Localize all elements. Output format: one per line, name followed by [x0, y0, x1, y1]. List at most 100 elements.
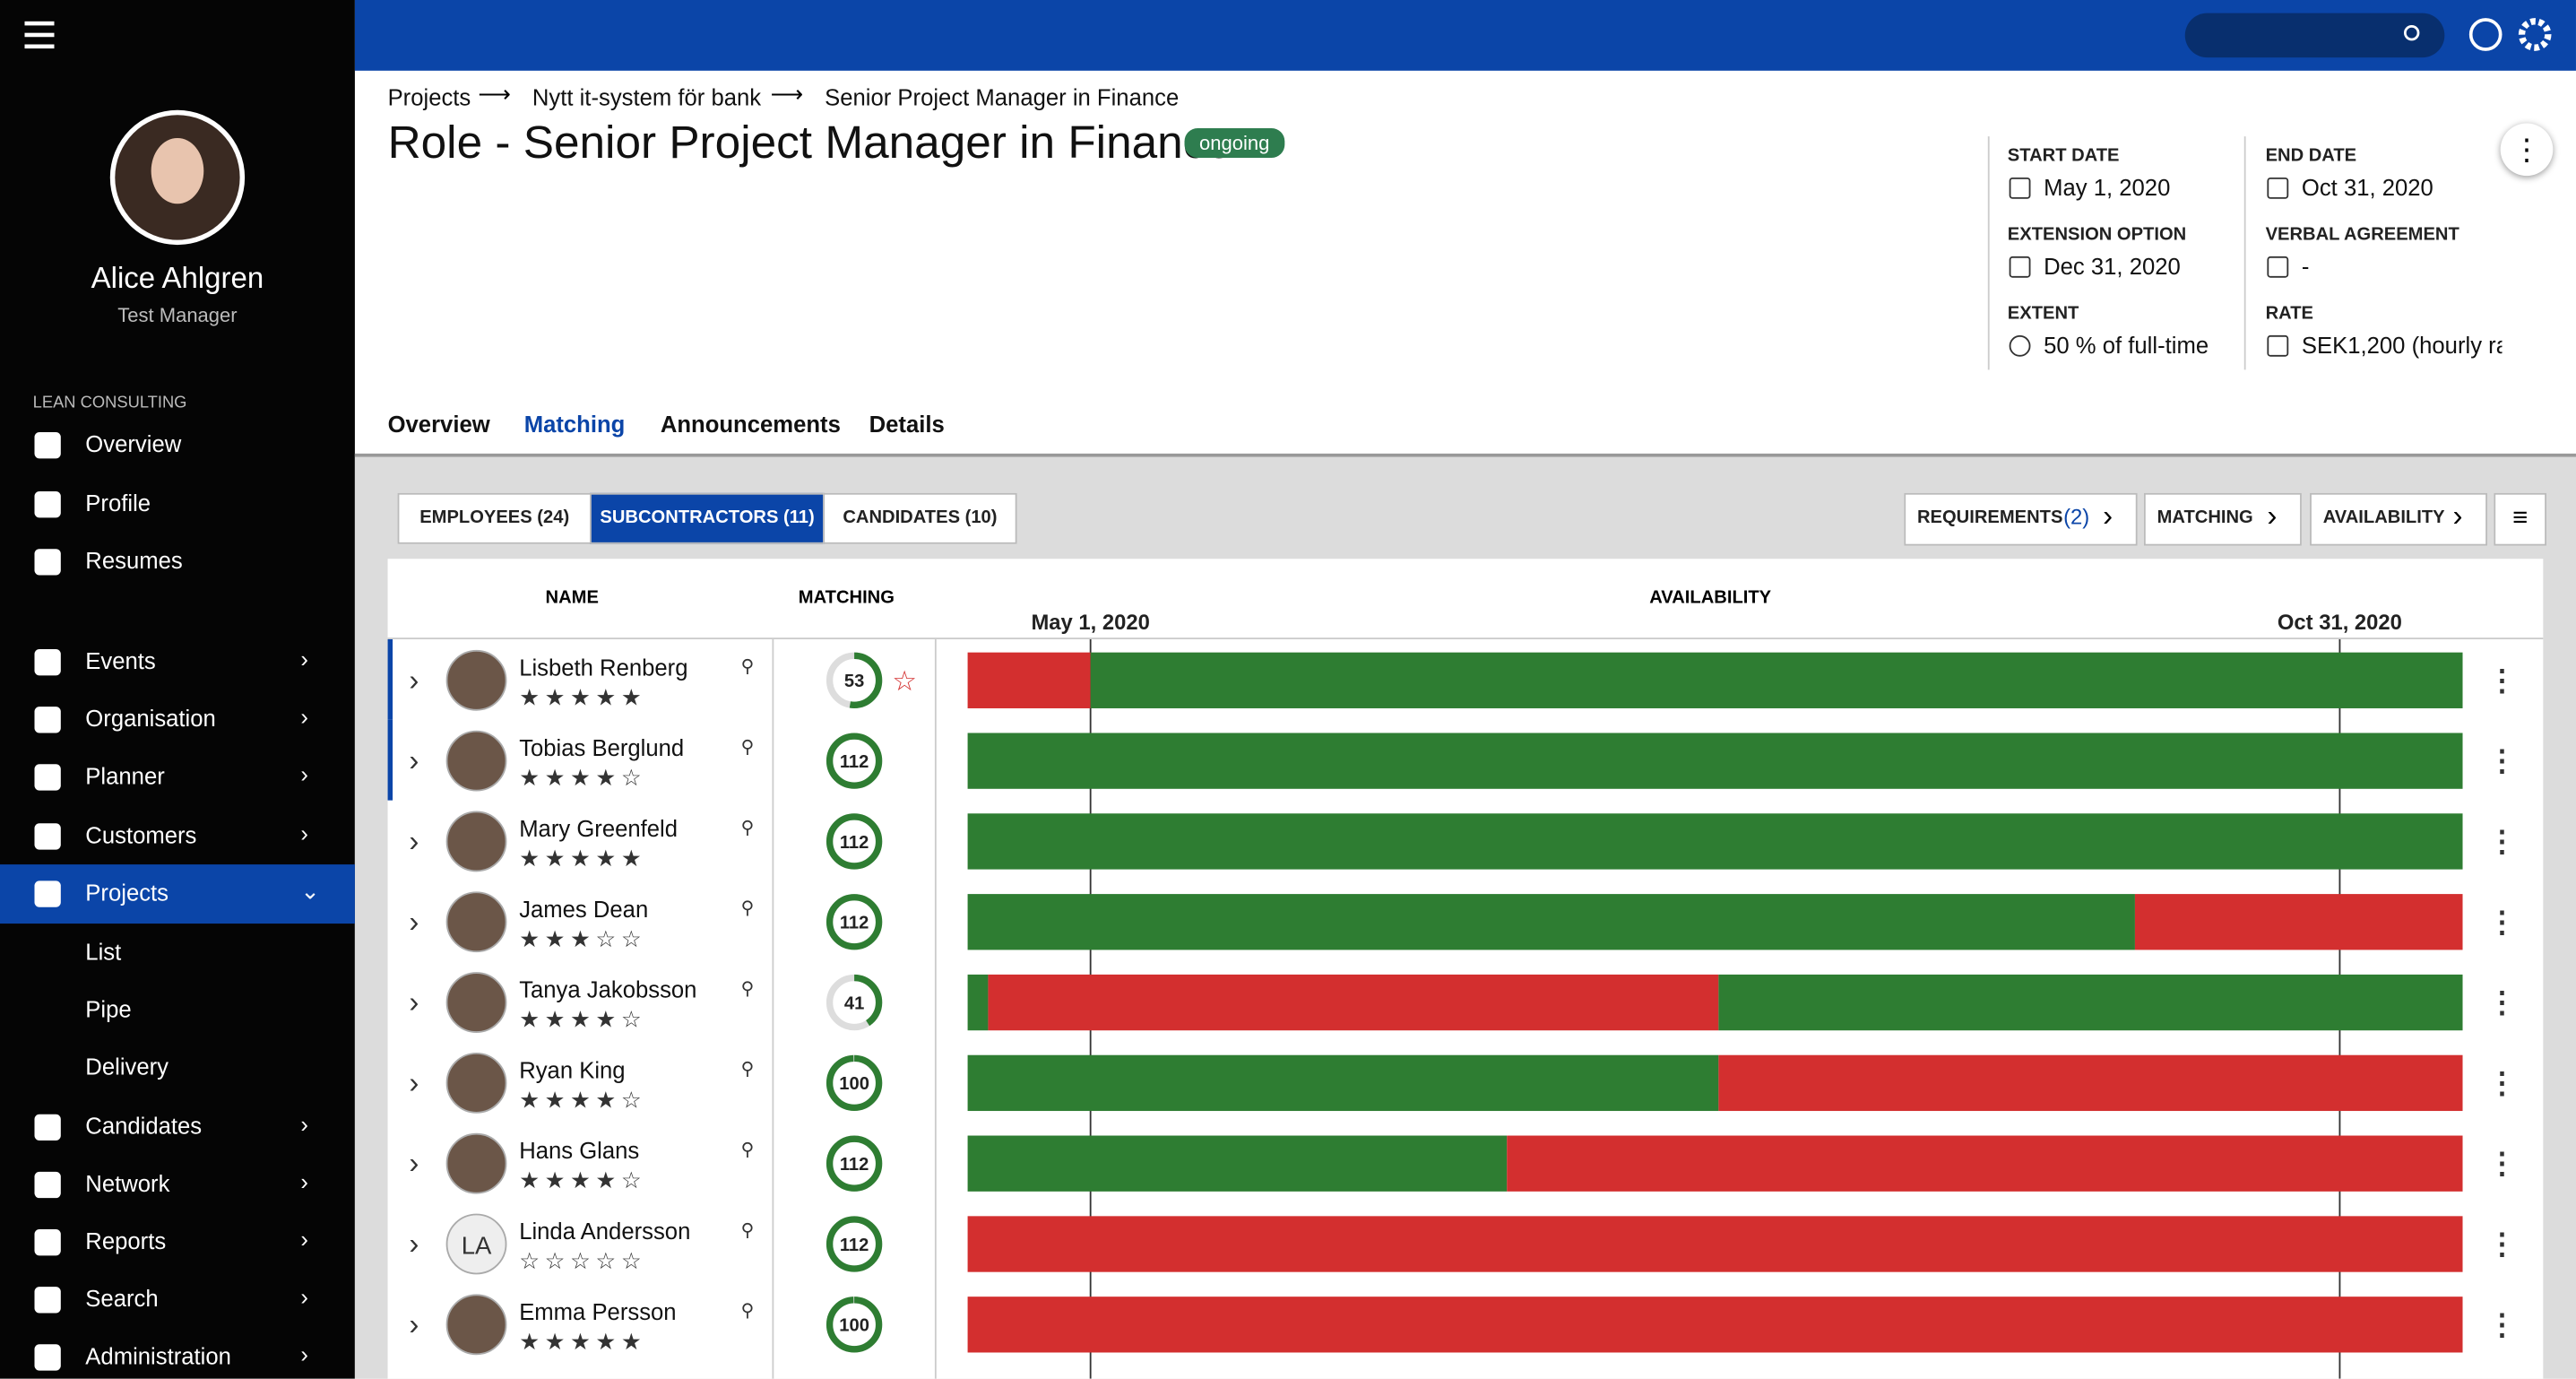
star: ★ [595, 685, 616, 710]
star: ★ [570, 1168, 591, 1193]
nav-subitem[interactable]: List [85, 938, 122, 965]
star: ★ [595, 1088, 616, 1113]
nav-section: LEAN CONSULTING [32, 394, 187, 413]
star: ★ [545, 1168, 566, 1193]
tab[interactable]: Details [869, 411, 945, 438]
tab[interactable]: Matching [523, 411, 626, 438]
filter-chevron: › [2452, 499, 2463, 533]
details-divider [2243, 136, 2246, 370]
candidate-name: Hans Glans [519, 1139, 639, 1164]
tab[interactable]: Announcements [660, 411, 841, 438]
star: ★ [545, 846, 566, 872]
filter-chevron: › [2267, 499, 2278, 533]
flag-star: ☆ [892, 665, 917, 697]
avatar [445, 649, 507, 711]
rating: ★ ★ ★ ★ ★ [519, 685, 642, 710]
star: ★ [545, 685, 566, 710]
filter-count: (2) [2063, 504, 2090, 530]
star: ★ [519, 766, 540, 791]
star: ★ [621, 846, 642, 872]
nav-item[interactable]: Projects [85, 879, 169, 906]
user-avatar [109, 109, 246, 246]
nav-item[interactable]: Administration [85, 1342, 231, 1369]
nav-item[interactable]: Profile [85, 490, 151, 516]
star: ★ [570, 1330, 591, 1355]
help-icon [2468, 18, 2503, 51]
group-toggle[interactable]: CANDIDATES (10) [823, 492, 1017, 544]
nav-item[interactable]: Planner [85, 762, 165, 789]
star: ★ [570, 766, 591, 791]
rating: ★ ★ ★ ★ ★ [519, 1330, 642, 1355]
more-button[interactable]: ⋮ [2500, 123, 2554, 177]
matching-ring [826, 1054, 883, 1112]
availability-segment [2134, 894, 2463, 950]
availability-segment [988, 974, 1719, 1031]
matching-ring [826, 733, 883, 789]
avatar-face [151, 137, 204, 204]
nav-subitem[interactable]: Pipe [85, 995, 132, 1023]
nav-item[interactable]: Organisation [85, 705, 216, 732]
nav-icon [34, 549, 61, 576]
nav-chevron: › [300, 1340, 308, 1367]
star: ★ [519, 685, 540, 710]
group-toggle[interactable]: SUBCONTRACTORS (11) [590, 492, 826, 544]
matching-score: 112 [840, 833, 869, 853]
expand-chevron: › [409, 985, 419, 1019]
menu-bar [24, 32, 55, 38]
breadcrumb-arrow: ⟶ [770, 80, 804, 108]
nav-item[interactable]: Network [85, 1170, 170, 1197]
candidate-name: Linda Andersson [519, 1219, 690, 1245]
breadcrumb-item[interactable]: Projects [387, 83, 471, 110]
detail-icon [2267, 177, 2289, 199]
menu-bar [24, 44, 55, 49]
nav-item[interactable]: Reports [85, 1227, 167, 1254]
nav-item[interactable]: Customers [85, 821, 197, 848]
star: ★ [570, 927, 591, 952]
nav-chevron: › [300, 703, 308, 730]
breadcrumb-item[interactable]: Nytt it-system för bank [532, 83, 762, 110]
nav-item[interactable]: Events [85, 647, 156, 674]
star: ★ [545, 1088, 566, 1113]
nav-item[interactable]: Resumes [85, 547, 183, 574]
tab[interactable]: Overview [387, 411, 490, 438]
candidate-name: Emma Persson [519, 1300, 676, 1325]
nav-item[interactable]: Overview [85, 430, 182, 457]
expand-chevron: › [409, 824, 419, 857]
nav-item[interactable]: Search [85, 1285, 159, 1312]
nav-icon [34, 648, 61, 676]
column-header[interactable]: NAME [545, 588, 599, 609]
row-menu: ⋮ [2487, 1066, 2517, 1099]
pin-icon: ⚲ [741, 737, 755, 757]
nav-chevron: › [300, 1168, 308, 1195]
matching-score: 100 [839, 1316, 869, 1336]
nav-subitem[interactable]: Delivery [85, 1053, 169, 1080]
avatar [445, 1294, 507, 1356]
col-divider [934, 638, 937, 1379]
nav-icon [34, 707, 61, 733]
availability-segment [1507, 1135, 2463, 1192]
filter-button[interactable]: MATCHING › [2143, 492, 2302, 546]
nav-icon [34, 880, 61, 907]
pin-icon: ⚲ [741, 1140, 755, 1160]
row-highlight [387, 719, 393, 801]
expand-chevron: › [409, 1147, 419, 1180]
column-header[interactable]: MATCHING [798, 588, 895, 609]
nav-icon [34, 1229, 61, 1256]
header-rule [387, 637, 2544, 639]
filter-icon[interactable]: ≡ [2494, 492, 2546, 546]
group-toggle[interactable]: EMPLOYEES (24) [397, 492, 592, 544]
detail-value: 50 % of full-time [2044, 332, 2209, 359]
row-menu: ⋮ [2487, 1307, 2517, 1340]
matching-ring [826, 813, 883, 870]
filter-button[interactable]: AVAILABILITY › [2310, 492, 2488, 546]
nav-item[interactable]: Candidates [85, 1112, 203, 1140]
candidate-name: Mary Greenfeld [519, 817, 678, 842]
star: ★ [570, 846, 591, 872]
search-field[interactable] [2184, 13, 2445, 58]
column-header[interactable]: AVAILABILITY [1649, 588, 1772, 609]
filter-button[interactable]: REQUIREMENTS (2) › [1904, 492, 2138, 546]
nav-icon [34, 1171, 61, 1199]
row-menu: ⋮ [2487, 1147, 2517, 1180]
star: ☆ [621, 1168, 642, 1193]
